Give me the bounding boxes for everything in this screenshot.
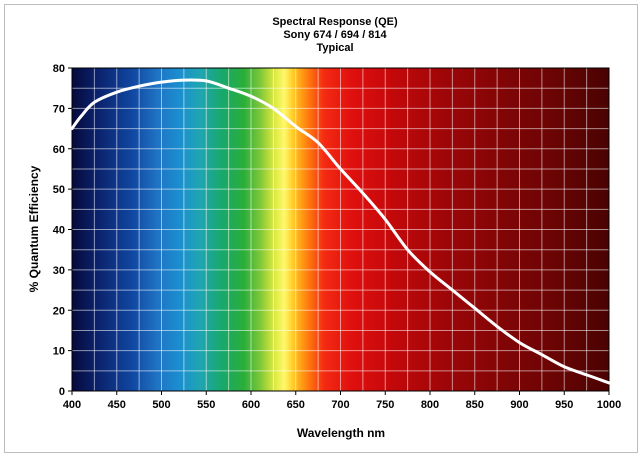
y-tick-label: 10 (53, 346, 65, 358)
x-tick-label: 500 (152, 399, 170, 411)
x-tick-label: 450 (108, 399, 126, 411)
y-tick-label: 80 (53, 63, 65, 75)
x-tick-label: 700 (331, 399, 349, 411)
y-tick-label: 0 (59, 386, 65, 398)
x-tick-label: 1000 (597, 399, 621, 411)
chart-title-line-3: Typical (316, 42, 353, 54)
y-tick-label: 20 (53, 305, 65, 317)
x-tick-label: 750 (376, 399, 394, 411)
chart-title-line-2: Sony 674 / 694 / 814 (283, 29, 387, 41)
plot-border (71, 67, 610, 392)
y-tick-label: 60 (53, 144, 65, 156)
x-tick-label: 650 (287, 399, 305, 411)
qe-series-line (70, 78, 611, 385)
x-axis-title: Wavelength nm (297, 426, 385, 440)
x-tick-label: 850 (466, 399, 484, 411)
chart-frame: Spectral Response (QE) Sony 674 / 694 / … (4, 4, 638, 453)
y-tick-label: 70 (53, 103, 65, 115)
x-tick-label: 950 (555, 399, 573, 411)
series-layer (70, 78, 611, 385)
y-axis-title: % Quantum Efficiency (27, 165, 41, 292)
y-axis-ticks: 0 10 20 30 40 50 60 70 80 (53, 63, 72, 398)
x-tick-label: 600 (242, 399, 260, 411)
x-tick-label: 400 (63, 399, 81, 411)
qe-chart: Spectral Response (QE) Sony 674 / 694 / … (27, 16, 621, 440)
y-tick-label: 40 (53, 225, 65, 237)
x-tick-label: 800 (421, 399, 439, 411)
y-tick-label: 50 (53, 184, 65, 196)
x-tick-label: 550 (197, 399, 215, 411)
y-tick-label: 30 (53, 265, 65, 277)
grid-lines (72, 68, 609, 391)
chart-title-line-1: Spectral Response (QE) (272, 16, 398, 28)
x-axis-ticks: 400 450 500 550 600 650 700 750 800 850 900 950 1000 (63, 391, 621, 411)
x-tick-label: 900 (510, 399, 528, 411)
